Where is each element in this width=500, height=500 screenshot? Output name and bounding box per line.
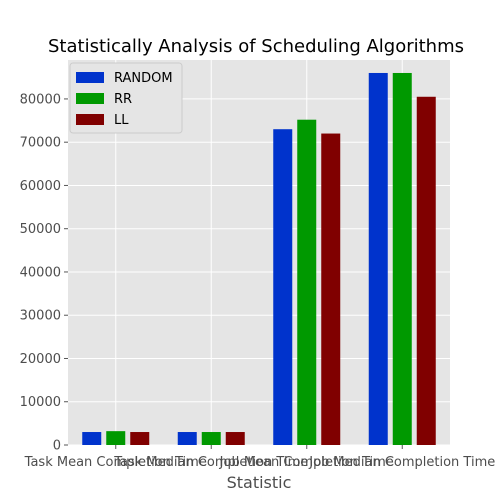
y-tick-label: 0 (53, 439, 61, 454)
bar-ll-3 (416, 96, 436, 446)
y-tick-label: 80000 (20, 92, 61, 107)
bar-rr-1 (201, 432, 221, 445)
bar-ll-0 (130, 432, 150, 445)
y-tick-label: 50000 (20, 222, 61, 237)
legend-swatch-ll (76, 114, 104, 125)
bar-random-2 (273, 129, 293, 445)
x-tick-label: Job Median Completion Time (308, 455, 495, 470)
bar-rr-2 (297, 119, 317, 446)
chart-title: Statistically Analysis of Scheduling Alg… (48, 36, 464, 57)
legend: RANDOM RR LL (69, 62, 183, 134)
legend-label-random: RANDOM (114, 71, 173, 86)
y-tick-label: 40000 (20, 265, 61, 280)
y-tick-label: 30000 (20, 309, 61, 324)
x-axis-label: Statistic (227, 473, 292, 492)
bar-rr-0 (106, 431, 126, 445)
x-tick-label: Task Mean Completion Time (24, 455, 207, 470)
y-tick-label: 70000 (20, 136, 61, 151)
bar-rr-3 (392, 72, 412, 445)
bar-random-3 (368, 72, 388, 445)
legend-swatch-random (76, 72, 104, 83)
x-tick-label: Job Mean Completion Time (219, 455, 394, 470)
y-tick-label: 20000 (20, 352, 61, 367)
bars (82, 72, 436, 446)
y-axis-ticks: 0 10000 20000 30000 40000 50000 60000 70000 8000… (20, 92, 68, 454)
y-tick-label: 10000 (20, 395, 61, 410)
bar-random-0 (82, 432, 102, 445)
bar-ll-1 (225, 432, 245, 445)
x-tick-label: Task Median Completion Time (113, 455, 308, 470)
bar-random-1 (177, 432, 197, 445)
legend-label-rr: RR (114, 92, 132, 107)
y-tick-label: 60000 (20, 179, 61, 194)
legend-swatch-rr (76, 93, 104, 104)
legend-label-ll: LL (114, 113, 129, 128)
bar-ll-2 (321, 133, 341, 446)
